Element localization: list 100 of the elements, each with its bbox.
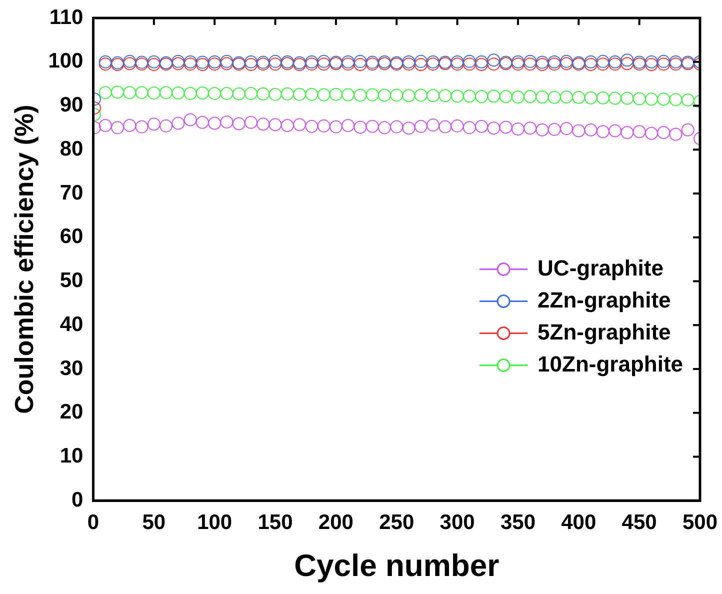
point [548,58,561,71]
point [487,90,500,103]
x-tick-label: 200 [318,510,354,534]
point [524,90,537,104]
point [184,55,197,68]
point [354,88,367,102]
point [548,122,561,136]
point [560,90,574,104]
point [317,88,330,102]
point [196,116,209,129]
point [354,58,367,72]
y-tick-label: 40 [60,312,84,336]
legend-label: 5Zn-graphite [538,319,671,344]
point [438,120,452,134]
point [426,58,440,71]
point [305,88,318,101]
point [268,54,282,68]
point [184,86,197,100]
point [620,54,634,67]
point [256,87,270,100]
y-tick-label: 80 [60,137,84,160]
point [317,54,330,68]
point [111,86,124,99]
x-tick-label: 150 [258,510,293,534]
x-tick-label: 100 [197,510,232,534]
point [268,88,282,101]
point [475,90,488,104]
point [596,58,610,71]
point [402,55,416,68]
point [548,55,561,68]
point [560,54,574,68]
point [499,90,512,104]
point [184,58,197,71]
point [147,55,160,68]
point [632,92,646,106]
y-tick-label: 60 [60,225,84,248]
point [147,58,160,72]
point [342,55,355,68]
point [123,86,136,100]
point [196,56,209,69]
point [657,54,670,68]
point [147,118,160,131]
point [572,90,586,104]
point [196,86,209,100]
point [196,58,209,72]
point [657,58,670,71]
point [329,120,342,134]
point [657,126,670,140]
point [305,55,318,68]
point [98,86,112,100]
point [462,54,476,68]
point [208,55,222,68]
point [280,118,294,132]
point [450,119,464,132]
point [172,54,185,68]
x-tick-label: 300 [440,510,475,534]
x-tick-label: 500 [682,510,718,534]
point [208,116,222,130]
point [342,118,355,132]
point [354,54,367,68]
point [644,55,658,68]
point [268,58,282,71]
y-tick-label: 0 [72,488,84,512]
point [329,88,342,101]
point [681,94,694,107]
point [111,121,124,134]
point [98,118,112,132]
point [98,58,112,71]
point [414,58,428,72]
point [511,122,524,136]
point [644,126,658,140]
point [123,118,136,132]
y-tick-label: 20 [60,400,84,424]
point [244,55,258,68]
point [475,58,488,72]
point [354,120,367,134]
point [305,58,318,71]
point [414,54,428,68]
point [548,90,561,104]
point [366,120,379,133]
point [280,87,294,100]
point [414,88,428,102]
point [669,128,682,141]
point [232,117,246,130]
point [426,55,440,68]
point [268,118,282,132]
point [644,92,658,106]
point [160,119,173,132]
point [462,58,476,71]
point [366,88,379,102]
point [172,57,185,70]
point [342,88,355,102]
point [462,121,476,134]
point [536,56,549,69]
point [390,88,404,102]
legend-label: 10Zn-graphite [538,351,684,376]
x-tick-label: 50 [142,510,166,534]
point [572,124,586,138]
point [147,86,160,100]
x-tick-label: 350 [500,510,536,534]
